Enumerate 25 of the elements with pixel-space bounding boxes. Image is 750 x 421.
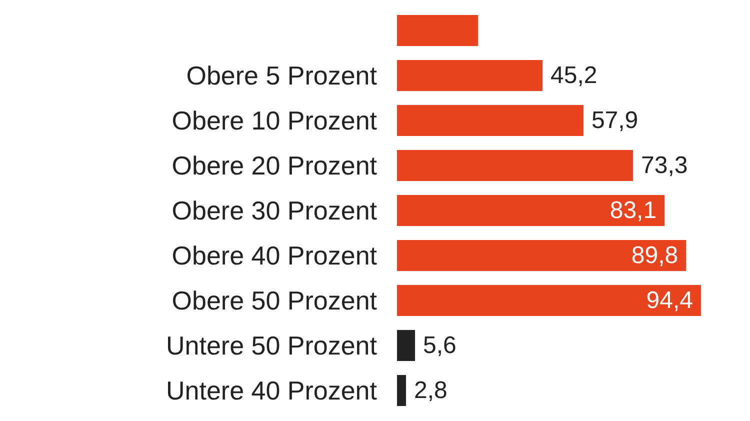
bar xyxy=(397,240,686,271)
bar xyxy=(397,150,634,181)
data-label: 73,3 xyxy=(641,152,688,179)
y-tick-label: Obere 10 Prozent xyxy=(172,106,378,136)
bar xyxy=(397,285,701,316)
data-label: 57,9 xyxy=(591,107,638,134)
bar xyxy=(397,105,584,136)
y-tick-label: Obere 20 Prozent xyxy=(172,150,378,180)
bar xyxy=(397,195,665,226)
y-tick-label: Obere 50 Prozent xyxy=(172,286,378,316)
bar xyxy=(397,60,543,91)
y-tick-label: Untere 40 Prozent xyxy=(166,376,378,406)
bar xyxy=(397,330,416,361)
data-label: 89,8 xyxy=(631,242,678,269)
y-tick-label: Untere 50 Prozent xyxy=(166,330,378,360)
data-label: 2,8 xyxy=(414,377,448,404)
data-label: 83,1 xyxy=(610,197,657,224)
data-label: 94,4 xyxy=(646,287,693,314)
data-label: 45,2 xyxy=(550,62,598,89)
bar xyxy=(397,375,406,406)
data-label: 5,6 xyxy=(423,332,456,359)
y-tick-label: Obere 5 Prozent xyxy=(186,60,378,90)
y-tick-label: Obere 40 Prozent xyxy=(172,240,378,270)
y-tick-label: Obere 30 Prozent xyxy=(172,196,378,226)
bar xyxy=(397,15,478,46)
